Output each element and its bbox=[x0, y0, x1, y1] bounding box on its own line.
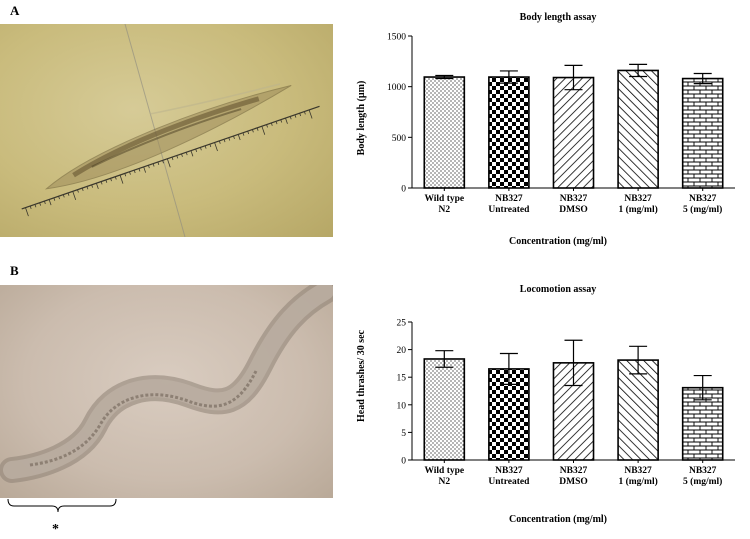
locomotion-chart-svg: Locomotion assay Head thrashes/ 30 sec C… bbox=[356, 284, 735, 525]
body-length-chart: Body length assay Body length (µm) Conce… bbox=[340, 6, 750, 256]
error-bar bbox=[564, 64, 583, 91]
error-bar bbox=[499, 352, 518, 385]
chart-title: Locomotion assay bbox=[520, 284, 596, 295]
x-tick-label: 5 (mg/ml) bbox=[683, 204, 722, 215]
y-tick-label: 1500 bbox=[387, 33, 406, 43]
error-bar bbox=[435, 74, 454, 80]
x-tick-label: NB327 bbox=[624, 194, 652, 204]
bar bbox=[488, 76, 530, 189]
x-axis-label: Concentration (mg/ml) bbox=[509, 236, 607, 247]
x-tick-label: NB327 bbox=[689, 466, 717, 476]
x-tick-label: Wild type bbox=[424, 194, 464, 204]
micrograph-worm-with-ruler bbox=[0, 24, 333, 237]
x-tick-label: 1 (mg/ml) bbox=[618, 204, 657, 215]
x-tick-label: NB327 bbox=[495, 194, 523, 204]
bar bbox=[617, 69, 659, 189]
error-bar bbox=[564, 339, 583, 387]
x-tick-label: NB327 bbox=[624, 466, 652, 476]
tail-bracket bbox=[7, 498, 117, 513]
error-bar bbox=[629, 345, 648, 375]
bar bbox=[617, 359, 659, 461]
x-tick-label: N2 bbox=[438, 205, 450, 215]
y-tick-label: 20 bbox=[397, 346, 407, 356]
y-tick-label: 10 bbox=[397, 401, 407, 411]
x-tick-label: DMSO bbox=[559, 205, 588, 215]
y-tick-label: 25 bbox=[397, 319, 407, 329]
x-tick-label: NB327 bbox=[495, 466, 523, 476]
bar bbox=[423, 76, 466, 189]
x-tick-label: Untreated bbox=[488, 205, 530, 215]
x-tick-label: NB327 bbox=[560, 194, 588, 204]
x-tick-label: Wild type bbox=[424, 466, 464, 476]
micrograph-a-drawing bbox=[21, 24, 320, 237]
y-tick-label: 0 bbox=[401, 457, 406, 467]
y-tick-label: 0 bbox=[401, 185, 406, 195]
panel-letter-a: A bbox=[10, 3, 20, 18]
micrograph-worm bbox=[0, 285, 333, 498]
y-tick-label: 1000 bbox=[387, 83, 406, 93]
body-length-chart-svg: Body length assay Body length (µm) Conce… bbox=[356, 12, 735, 247]
error-bar bbox=[435, 350, 454, 368]
panel-letter-b: B bbox=[10, 263, 19, 278]
x-tick-label: 1 (mg/ml) bbox=[618, 476, 657, 487]
x-tick-label: NB327 bbox=[689, 194, 717, 204]
x-tick-label: DMSO bbox=[559, 477, 588, 487]
locomotion-chart: Locomotion assay Head thrashes/ 30 sec C… bbox=[340, 278, 750, 528]
x-tick-label: NB327 bbox=[560, 466, 588, 476]
y-tick-label: 15 bbox=[397, 374, 407, 384]
bar bbox=[681, 77, 724, 189]
error-bar bbox=[693, 374, 712, 401]
y-tick-label: 500 bbox=[392, 134, 407, 144]
y-axis-label: Head thrashes/ 30 sec bbox=[356, 329, 367, 422]
x-axis-label: Concentration (mg/ml) bbox=[509, 514, 607, 525]
y-axis-label: Body length (µm) bbox=[356, 81, 367, 156]
x-tick-label: 5 (mg/ml) bbox=[683, 476, 722, 487]
error-bar bbox=[693, 72, 712, 85]
x-tick-label: N2 bbox=[438, 477, 450, 487]
bar bbox=[423, 358, 466, 461]
micrograph-b-drawing bbox=[0, 285, 333, 483]
tail-asterisk: * bbox=[52, 522, 59, 537]
chart-title: Body length assay bbox=[520, 12, 597, 23]
error-bar bbox=[629, 63, 648, 78]
error-bar bbox=[499, 70, 518, 84]
y-tick-label: 5 bbox=[401, 429, 406, 439]
bar bbox=[552, 76, 595, 189]
x-tick-label: Untreated bbox=[488, 477, 530, 487]
